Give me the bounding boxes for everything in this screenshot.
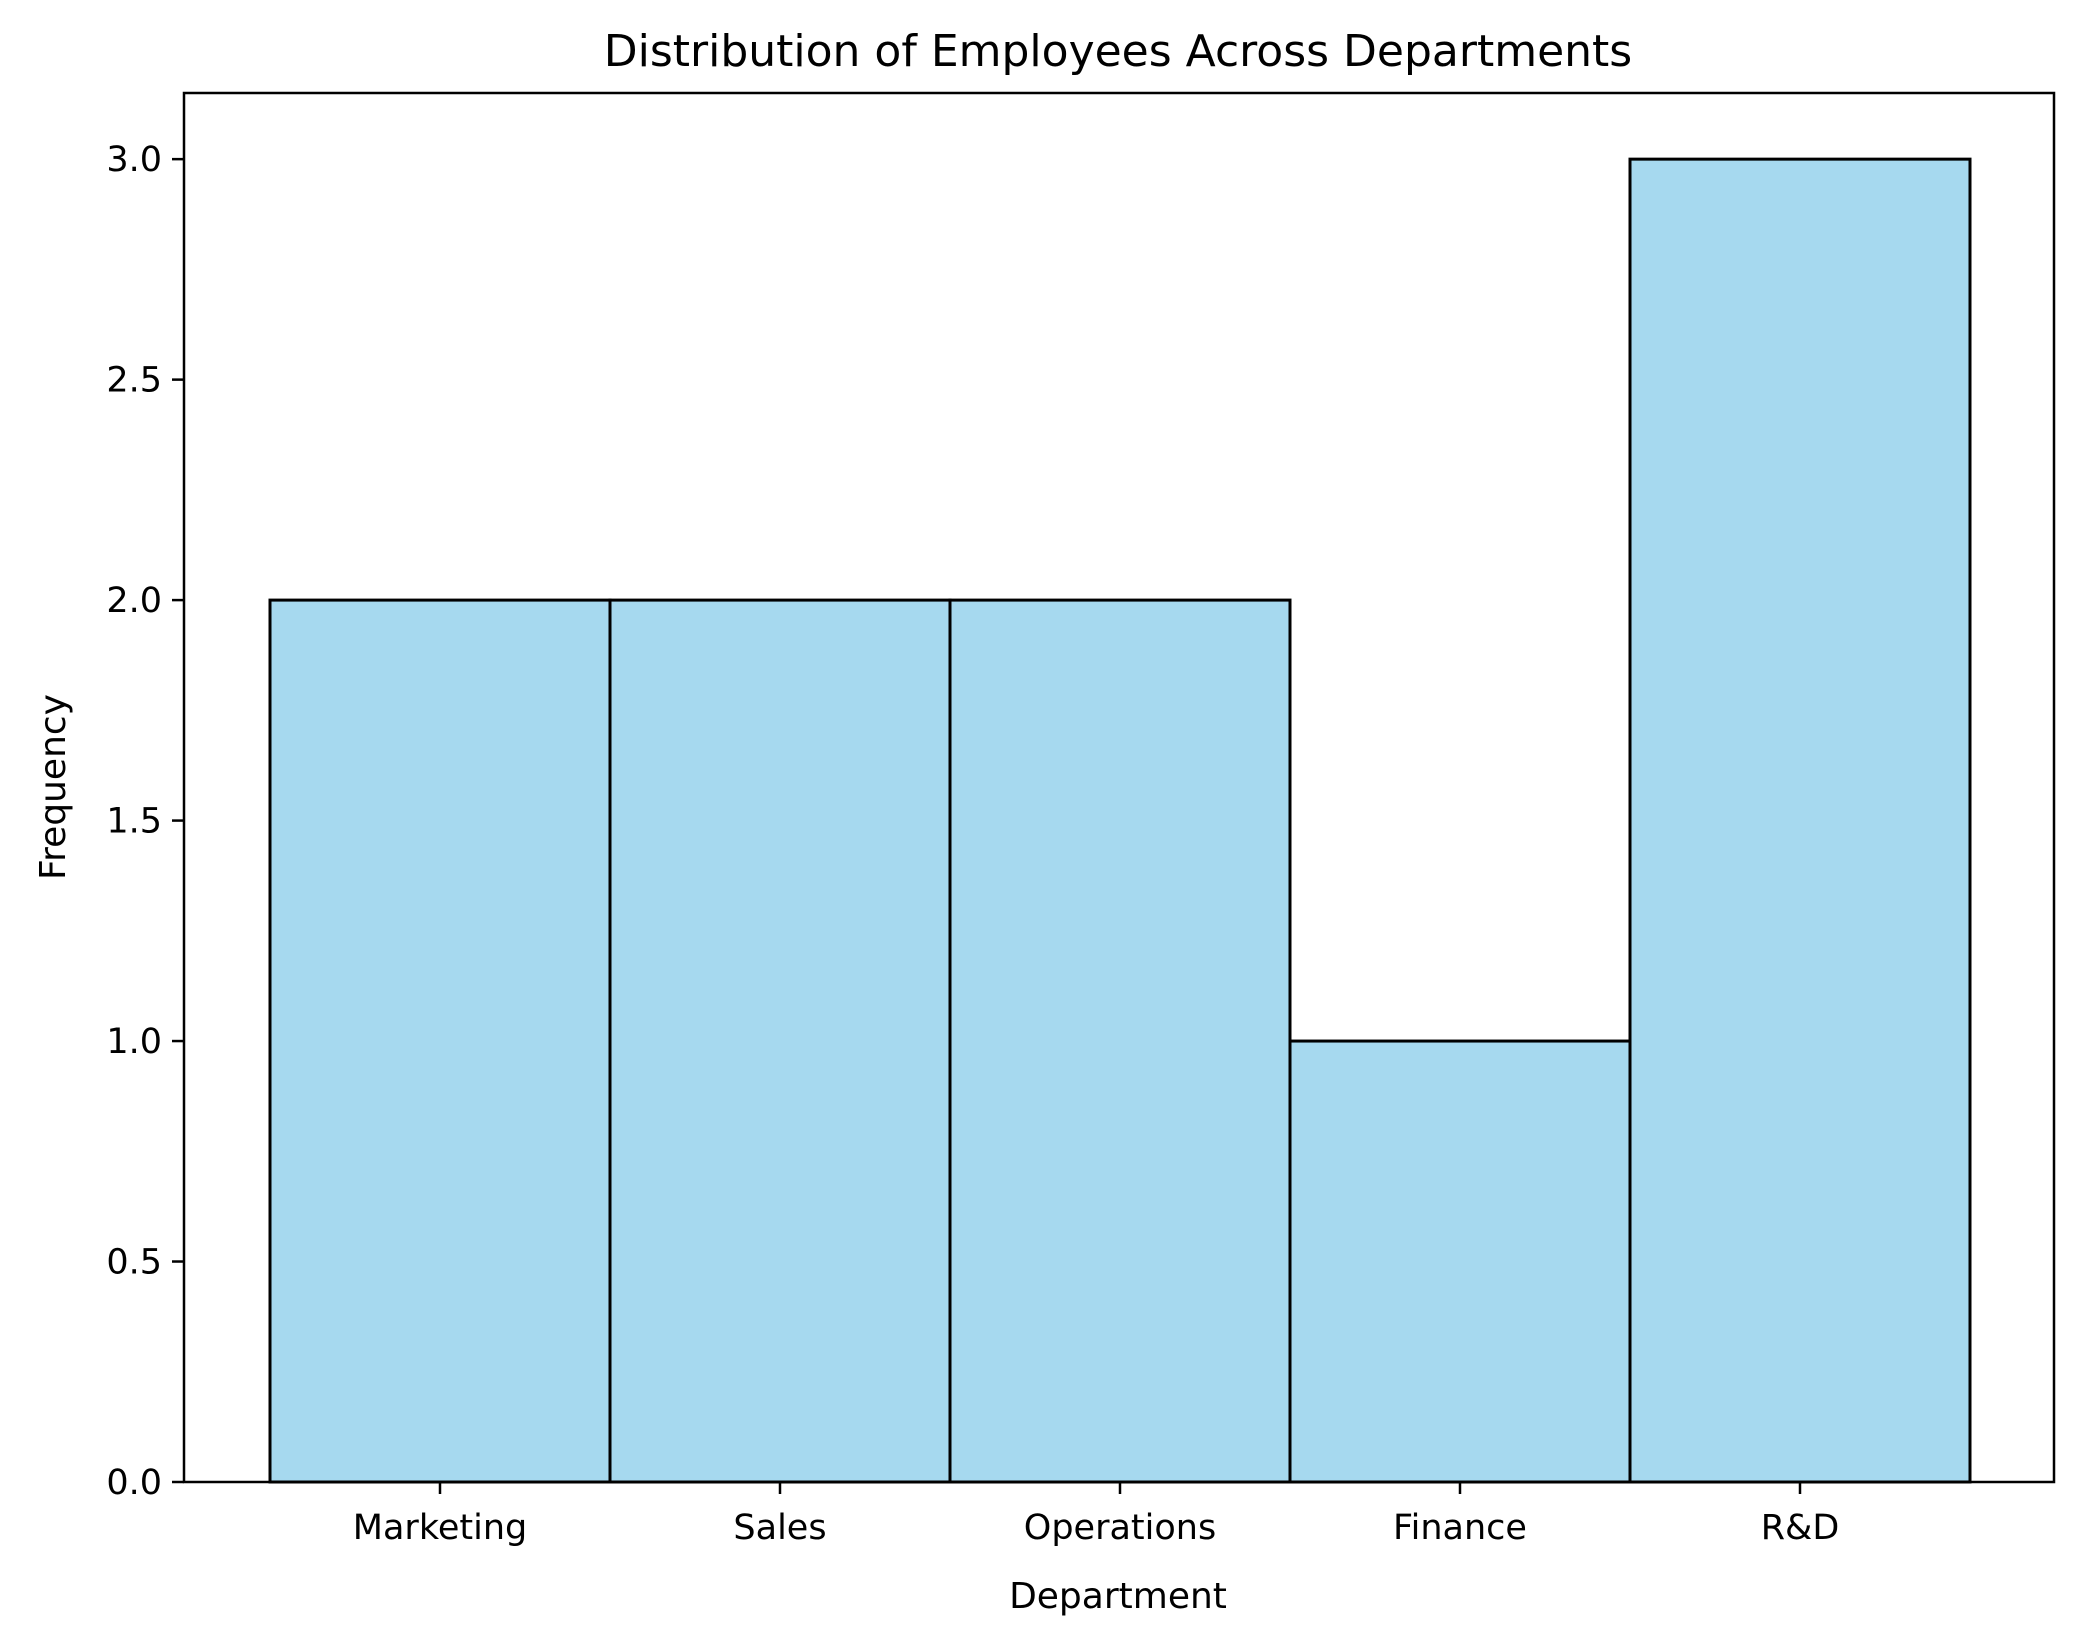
x-tick-label: R&D	[1761, 1508, 1840, 1548]
x-tick-label: Finance	[1393, 1508, 1527, 1548]
x-tick-label: Marketing	[353, 1508, 527, 1548]
bar-operations	[948, 598, 1292, 1484]
bar-marketing	[268, 598, 612, 1484]
y-tick-label: 1.0	[106, 1022, 162, 1062]
bar-r-d	[1628, 157, 1972, 1484]
x-axis-label: Department	[1009, 1576, 1227, 1617]
y-tick-label: 2.5	[106, 361, 162, 401]
bars-layer	[268, 157, 1972, 1484]
bar-sales	[608, 598, 952, 1484]
y-tick-label: 0.0	[106, 1463, 162, 1503]
axes-frame	[182, 91, 2056, 1484]
x-tick-label: Sales	[733, 1508, 826, 1548]
y-tick-label: 1.5	[106, 802, 162, 842]
x-tick-label: Operations	[1024, 1508, 1216, 1548]
y-axis-label: Frequency	[33, 694, 74, 880]
x-axis-ticks: Marketing Sales Operations Finance R&D	[353, 1482, 1840, 1548]
y-tick-label: 0.5	[106, 1243, 162, 1283]
y-axis-ticks: 0.0 0.5 1.0 1.5 2.0 2.5 3.0	[106, 140, 184, 1503]
bar-finance	[1288, 1039, 1632, 1484]
chart-title: Distribution of Employees Across Departm…	[604, 26, 1632, 77]
y-tick-label: 2.0	[106, 581, 162, 621]
y-tick-label: 3.0	[106, 140, 162, 180]
